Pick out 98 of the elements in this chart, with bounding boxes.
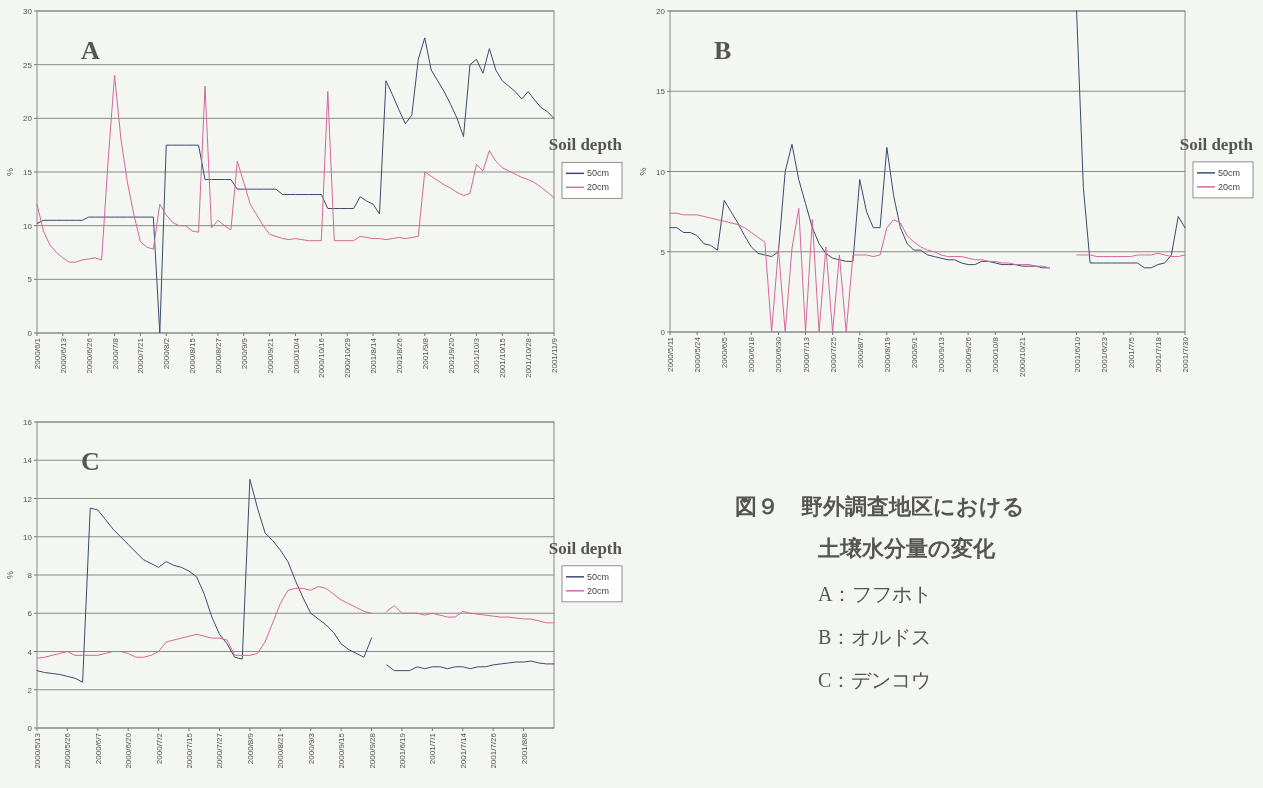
x-tick-label: 2001/10/15 <box>498 337 508 379</box>
legend-title: Soil depth <box>548 135 623 155</box>
x-tick-label: 2000/8/7 <box>855 336 865 369</box>
legend-title: Soil depth <box>1179 134 1254 154</box>
text: 土壌水分量の変化 <box>818 535 996 563</box>
x-tick-label: 2000/8/15 <box>188 337 198 374</box>
y-tick-label: 16 <box>23 418 33 427</box>
x-tick-label: 2000/9/15 <box>337 732 347 769</box>
legend-label: 50cm <box>587 571 610 582</box>
y-tick-label: 2 <box>27 685 33 695</box>
text: A：フフホト <box>818 582 934 607</box>
y-tick-label: 20 <box>23 114 33 124</box>
x-tick-label: 2001/7/14 <box>458 732 468 769</box>
x-tick-label: 2000/6/20 <box>124 732 134 769</box>
x-tick-label: 2000/10/16 <box>317 337 327 379</box>
text: C <box>81 447 100 476</box>
x-tick-label: 2000/10/4 <box>291 337 301 374</box>
x-tick-label: 2000/8/27 <box>213 337 223 374</box>
x-tick-label: 2000/10/8 <box>991 336 1001 373</box>
x-tick-label: 2000/6/13 <box>58 337 68 374</box>
y-tick-label: 20 <box>656 7 666 16</box>
x-tick-label: 2000/5/24 <box>693 336 703 373</box>
legend-label: 20cm <box>1218 181 1241 192</box>
x-tick-label: 2000/6/30 <box>774 336 784 373</box>
x-tick-label: 2000/8/19 <box>882 336 892 373</box>
y-tick-label: 14 <box>23 456 33 466</box>
x-tick-label: 2000/6/18 <box>747 336 757 373</box>
y-axis-title: % <box>638 167 648 176</box>
x-tick-label: 2000/9/28 <box>367 732 377 769</box>
legend-title: Soil depth <box>548 538 623 558</box>
x-tick-label: 2000/8/2 <box>162 337 172 370</box>
y-tick-label: 10 <box>23 532 33 542</box>
y-tick-label: 0 <box>27 724 33 733</box>
text: 図９ 野外調査地区における <box>735 493 1025 521</box>
x-tick-label: 2000/9/13 <box>937 336 947 373</box>
x-tick-label: 2001/7/5 <box>1126 336 1136 369</box>
x-tick-label: 2000/7/2 <box>154 732 164 765</box>
x-tick-label: 2000/6/1 <box>33 337 42 370</box>
x-tick-label: 2000/6/26 <box>84 337 94 374</box>
x-tick-label: 2001/8/8 <box>519 732 529 765</box>
x-tick-label: 2001/7/1 <box>428 732 438 765</box>
y-tick-label: 12 <box>23 494 33 504</box>
x-tick-label: 2001/6/19 <box>397 732 407 769</box>
legend-label: 20cm <box>587 585 610 596</box>
x-tick-label: 2000/6/7 <box>93 732 103 765</box>
x-tick-label: 2001/8/14 <box>369 337 379 374</box>
x-tick-label: 2001/10/3 <box>472 337 482 374</box>
x-tick-label: 2000/9/9 <box>239 337 249 370</box>
legend-label: 50cm <box>1218 167 1241 178</box>
y-tick-label: 0 <box>660 328 666 337</box>
y-axis-title: % <box>5 570 15 580</box>
y-tick-label: 30 <box>23 7 33 16</box>
y-tick-label: 15 <box>23 168 33 177</box>
x-tick-label: 2000/10/21 <box>1018 336 1028 378</box>
legend-label: 50cm <box>587 168 610 179</box>
text: B <box>714 36 732 65</box>
x-tick-label: 2001/7/18 <box>1153 336 1163 373</box>
y-tick-label: 5 <box>660 247 666 257</box>
x-tick-label: 2000/7/15 <box>185 732 195 769</box>
x-tick-label: 2000/6/5 <box>720 336 730 369</box>
x-tick-label: 2001/11/9 <box>550 337 559 373</box>
y-tick-label: 10 <box>23 221 33 231</box>
text: A <box>81 36 100 65</box>
x-tick-label: 2000/5/13 <box>33 732 42 769</box>
x-tick-label: 2000/7/21 <box>136 337 146 374</box>
x-tick-label: 2001/7/30 <box>1181 336 1190 373</box>
legend-label: 20cm <box>587 182 610 193</box>
y-tick-label: 4 <box>27 647 33 657</box>
x-tick-label: 2001/7/26 <box>489 732 499 769</box>
y-tick-label: 5 <box>27 275 33 285</box>
y-tick-label: 25 <box>23 60 33 70</box>
x-tick-label: 2000/7/27 <box>215 732 225 769</box>
x-tick-label: 2001/9/8 <box>420 337 430 370</box>
y-tick-label: 10 <box>656 167 666 177</box>
x-tick-label: 2000/7/25 <box>828 336 838 373</box>
text: B：オルドス <box>818 625 933 650</box>
x-tick-label: 2000/9/1 <box>909 336 919 369</box>
x-tick-label: 2000/5/26 <box>63 732 73 769</box>
x-tick-label: 2000/9/26 <box>964 336 974 373</box>
x-tick-label: 2001/10/28 <box>524 337 534 379</box>
x-tick-label: 2000/10/29 <box>343 337 353 379</box>
x-tick-label: 2000/8/21 <box>276 732 286 769</box>
x-tick-label: 2001/6/10 <box>1072 336 1082 373</box>
x-tick-label: 2001/9/20 <box>446 337 456 374</box>
y-tick-label: 0 <box>27 329 33 338</box>
x-tick-label: 2000/9/3 <box>306 732 316 765</box>
y-tick-label: 6 <box>27 609 33 619</box>
x-tick-label: 2000/8/9 <box>245 732 255 765</box>
text: C：デンコウ <box>818 668 933 693</box>
x-tick-label: 2001/6/23 <box>1099 336 1109 373</box>
x-tick-label: 2000/7/8 <box>110 337 120 370</box>
y-axis-title: % <box>5 167 15 177</box>
x-tick-label: 2000/5/11 <box>666 336 675 372</box>
y-tick-label: 15 <box>656 87 666 97</box>
x-tick-label: 2000/7/13 <box>801 336 811 373</box>
y-tick-label: 8 <box>27 571 33 580</box>
x-tick-label: 2001/8/26 <box>394 337 404 374</box>
x-tick-label: 2000/9/21 <box>265 337 275 374</box>
